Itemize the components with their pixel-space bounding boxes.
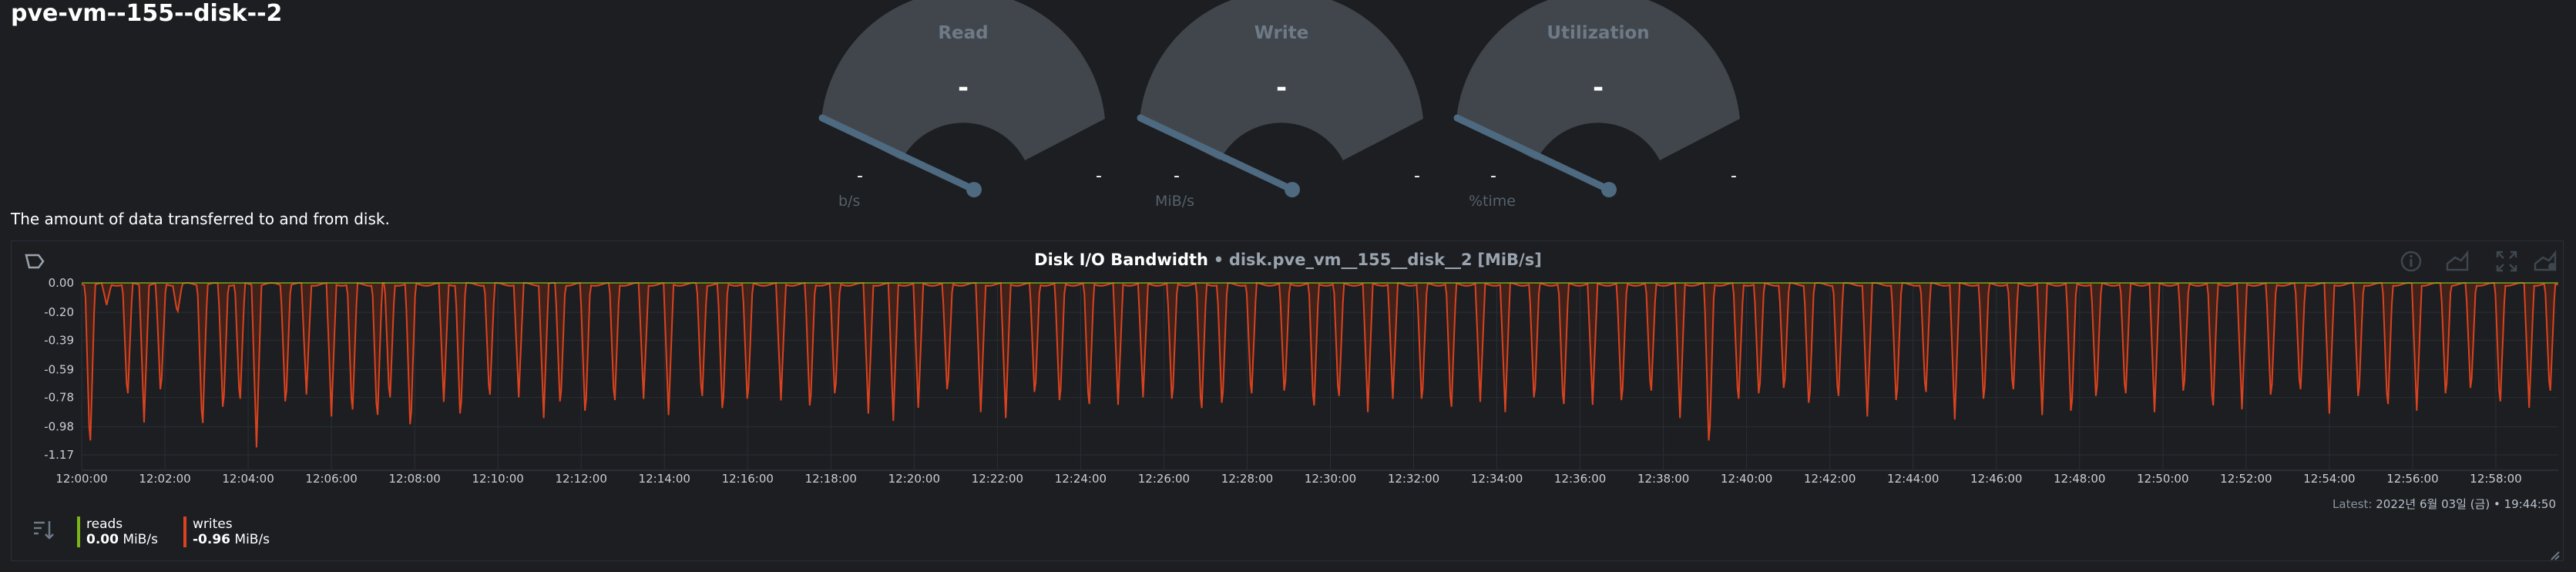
utilization-gauge-max: - xyxy=(1731,167,1737,186)
utilization-gauge-min: - xyxy=(1490,167,1496,186)
chart-title: Disk I/O Bandwidth • disk.pve_vm__155__d… xyxy=(0,251,2576,269)
write-gauge-value: - xyxy=(1275,72,1288,103)
x-tick-label: 12:22:00 xyxy=(972,472,1023,486)
utilization-gauge-value: - xyxy=(1592,72,1604,103)
x-tick-label: 12:00:00 xyxy=(55,472,107,486)
x-tick-label: 12:58:00 xyxy=(2470,472,2521,486)
legend-writes-color xyxy=(183,516,186,547)
page-title: pve-vm--155--disk--2 xyxy=(11,0,283,27)
latest-timestamp: Latest: 2022년 6월 03일 (금) • 19:44:50 xyxy=(2333,496,2556,512)
resize-handle-icon[interactable] xyxy=(2548,549,2561,561)
y-tick-label: -0.20 xyxy=(44,305,74,319)
x-tick-label: 12:16:00 xyxy=(722,472,774,486)
legend-reads-color xyxy=(77,516,80,547)
x-tick-label: 12:04:00 xyxy=(222,472,274,486)
read-gauge-unit: b/s xyxy=(838,193,861,210)
x-tick-label: 12:02:00 xyxy=(139,472,190,486)
fullscreen-icon[interactable] xyxy=(2494,248,2520,274)
info-icon[interactable] xyxy=(2398,248,2424,274)
utilization-gauge-unit: %time xyxy=(1469,193,1516,210)
writes-area xyxy=(82,283,2558,448)
write-gauge-dial xyxy=(1137,0,1423,197)
x-tick-label: 12:44:00 xyxy=(1887,472,1939,486)
alert-icon[interactable] xyxy=(2532,248,2558,274)
y-tick-label: 0.00 xyxy=(49,276,74,290)
x-tick-label: 12:56:00 xyxy=(2386,472,2438,486)
legend-writes-value: -0.96 MiB/s xyxy=(193,532,270,547)
write-gauge-max: - xyxy=(1414,167,1420,186)
y-tick-label: -1.17 xyxy=(44,448,74,462)
x-tick-label: 12:38:00 xyxy=(1637,472,1689,486)
read-gauge-min: - xyxy=(857,167,863,186)
read-gauge-title: Read xyxy=(938,23,989,43)
write-gauge: Write - - - MiB/s xyxy=(1127,0,1436,210)
write-gauge-title: Write xyxy=(1254,23,1309,43)
read-gauge: Read - - - b/s xyxy=(809,0,1117,210)
x-tick-label: 12:06:00 xyxy=(305,472,357,486)
x-tick-label: 12:28:00 xyxy=(1221,472,1273,486)
y-tick-label: -0.59 xyxy=(44,362,74,376)
chart-title-separator: • xyxy=(1213,251,1224,269)
x-tick-label: 12:10:00 xyxy=(472,472,523,486)
x-tick-label: 12:54:00 xyxy=(2303,472,2355,486)
x-tick-label: 12:26:00 xyxy=(1138,472,1190,486)
write-gauge-unit: MiB/s xyxy=(1155,193,1195,210)
y-tick-label: -0.78 xyxy=(44,391,74,405)
chart-type-icon[interactable] xyxy=(2444,248,2470,274)
x-tick-label: 12:14:00 xyxy=(639,472,690,486)
legend-writes-name: writes xyxy=(193,516,233,532)
chart-unit: [MiB/s] xyxy=(1477,251,1542,269)
utilization-gauge-title: Utilization xyxy=(1547,23,1650,43)
latest-label: Latest: xyxy=(2333,497,2373,511)
read-gauge-max: - xyxy=(1096,167,1102,186)
read-gauge-dial xyxy=(818,0,1105,197)
x-tick-label: 12:18:00 xyxy=(805,472,857,486)
x-tick-label: 12:12:00 xyxy=(556,472,607,486)
x-tick-label: 12:36:00 xyxy=(1554,472,1606,486)
utilization-gauge: Utilization - - - %time xyxy=(1444,0,1752,210)
chart-description: The amount of data transferred to and fr… xyxy=(11,210,390,228)
y-tick-label: -0.39 xyxy=(44,333,74,347)
x-tick-label: 12:08:00 xyxy=(388,472,440,486)
x-tick-label: 12:32:00 xyxy=(1388,472,1439,486)
x-tick-label: 12:20:00 xyxy=(888,472,940,486)
x-tick-label: 12:24:00 xyxy=(1055,472,1107,486)
netdata-logo-icon xyxy=(22,248,48,274)
legend-reads-name: reads xyxy=(86,516,123,532)
x-tick-label: 12:50:00 xyxy=(2137,472,2188,486)
read-gauge-value: - xyxy=(957,72,969,103)
chart-context: disk.pve_vm__155__disk__2 xyxy=(1228,251,1473,269)
x-tick-label: 12:48:00 xyxy=(2054,472,2105,486)
writes-line xyxy=(81,281,2558,448)
latest-value: 2022년 6월 03일 (금) • 19:44:50 xyxy=(2376,497,2556,511)
chart-title-text: Disk I/O Bandwidth xyxy=(1034,251,1208,269)
write-gauge-min: - xyxy=(1174,167,1180,186)
x-tick-label: 12:40:00 xyxy=(1721,472,1772,486)
x-tick-label: 12:30:00 xyxy=(1305,472,1356,486)
sort-icon[interactable] xyxy=(31,516,57,543)
y-tick-label: -0.98 xyxy=(44,420,74,434)
x-tick-label: 12:42:00 xyxy=(1804,472,1856,486)
x-tick-label: 12:34:00 xyxy=(1471,472,1523,486)
utilization-gauge-dial xyxy=(1453,0,1740,197)
x-tick-label: 12:52:00 xyxy=(2220,472,2272,486)
legend-reads-value: 0.00 MiB/s xyxy=(86,532,158,547)
x-tick-label: 12:46:00 xyxy=(1970,472,2022,486)
